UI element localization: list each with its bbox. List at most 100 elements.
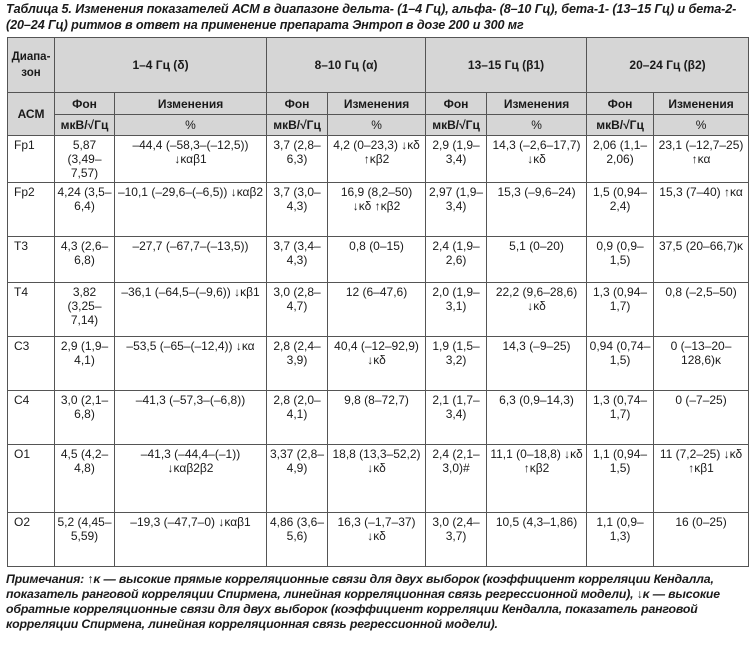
data-cell: 3,0 (2,1–6,8) [54,390,115,445]
data-cell: 4,86 (3,6–5,6) [266,512,329,567]
data-cell: 0,9 (0,9–1,5) [586,236,655,283]
data-cell: 37,5 (20–66,7)κ [653,236,750,283]
table-row: O1 4,5 (4,2–4,8) –41,3 (–44,4–(–1)) ↓καβ… [7,444,750,513]
data-cell: 2,8 (2,0–4,1) [266,390,329,445]
data-cell: 2,06 (1,1–2,06) [586,135,655,183]
data-cell: 1,3 (0,74–1,7) [586,390,655,445]
data-cell: –44,4 (–58,3–(–12,5)) ↓καβ1 [113,135,268,183]
data-cell: 1,1 (0,9–1,3) [586,512,655,567]
data-cell: 16,3 (–1,7–37) ↓κδ [327,512,427,567]
lead-cell: C4 [7,390,55,445]
data-cell: –41,3 (–57,3–(–6,8)) [113,390,268,445]
pct-header: % [486,114,588,136]
data-cell: 1,9 (1,5–3,2) [425,336,488,391]
data-cell: 11,1 (0–18,8) ↓κδ ↑κβ2 [486,444,588,513]
izm-header: Изменения [113,92,268,115]
lead-cell: C3 [7,336,55,391]
band-beta2-header: 20–24 Гц (β2) [586,37,750,93]
data-cell: 2,4 (1,9–2,6) [425,236,488,283]
results-table-wrap: Диа­па­зон 1–4 Гц (δ) 8–10 Гц (α) 13–15 … [7,37,750,567]
asm-header: АСМ [7,92,55,136]
data-cell: 15,3 (7–40) ↑κα [653,182,750,237]
data-cell: 1,5 (0,94–2,4) [586,182,655,237]
data-cell: 23,1 (–12,7–25) ↑κα [653,135,750,183]
table-row: T4 3,82 (3,25–7,14) –36,1 (–64,5–(–9,6))… [7,282,750,337]
data-cell: 6,3 (0,9–14,3) [486,390,588,445]
table-row: Fp2 4,24 (3,5–6,4) –10,1 (–29,6–(–6,5)) … [7,182,750,237]
lead-cell: T4 [7,282,55,337]
band-delta-header: 1–4 Гц (δ) [53,37,268,93]
table-notes: Примечания: ↑κ — высокие прямые корреляц… [6,572,720,631]
data-cell: 2,9 (1,9–3,4) [425,135,488,183]
data-cell: 5,2 (4,45–5,59) [54,512,115,567]
table-row: Fp1 5,87 (3,49–7,57) –44,4 (–58,3–(–12,5… [7,135,750,183]
data-cell: 4,2 (0–23,3) ↓κδ ↑κβ2 [327,135,427,183]
data-cell: 3,37 (2,8–4,9) [266,444,329,513]
unit-header: мкВ/√Гц [266,114,329,136]
data-cell: 0,8 (–2,5–50) [653,282,750,337]
data-cell: –41,3 (–44,4–(–1)) ↓καβ2β2 [113,444,268,513]
data-cell: 3,82 (3,25–7,14) [54,282,115,337]
data-cell: 2,8 (2,4–3,9) [266,336,329,391]
unit-header: мкВ/√Гц [425,114,488,136]
data-cell: 3,0 (2,8–4,7) [266,282,329,337]
data-cell: 15,3 (–9,6–24) [486,182,588,237]
data-cell: 40,4 (–12–92,9) ↓κδ [327,336,427,391]
data-cell: –36,1 (–64,5–(–9,6)) ↓κβ1 [113,282,268,337]
lead-cell: Fp2 [7,182,55,237]
table-caption: Таблица 5. Изменения показателей АСМ в д… [6,2,737,32]
data-cell: 16,9 (8,2–50) ↓κδ ↑κβ2 [327,182,427,237]
lead-cell: O2 [7,512,55,567]
izm-header: Изменения [653,92,750,115]
data-cell: 2,97 (1,9–3,4) [425,182,488,237]
data-cell: 9,8 (8–72,7) [327,390,427,445]
data-cell: 3,7 (2,8–6,3) [266,135,329,183]
data-cell: 3,7 (3,4–4,3) [266,236,329,283]
data-cell: –53,5 (–65–(–12,4)) ↓κα [113,336,268,391]
data-cell: –10,1 (–29,6–(–6,5)) ↓καβ2 [113,182,268,237]
fon-header: Фон [54,92,115,115]
izm-header: Изменения [486,92,588,115]
data-cell: 22,2 (9,6–28,6) ↓κδ [486,282,588,337]
range-header: Диа­па­зон [7,37,55,93]
data-cell: 2,1 (1,7–3,4) [425,390,488,445]
data-cell: 14,3 (–9–25) [486,336,588,391]
data-cell: –19,3 (–47,7–0) ↓καβ1 [113,512,268,567]
data-cell: 0 (–7–25) [653,390,750,445]
data-cell: 1,3 (0,94–1,7) [586,282,655,337]
data-cell: 2,0 (1,9–3,1) [425,282,488,337]
pct-header: % [113,114,268,136]
izm-header: Изменения [327,92,427,115]
data-cell: 4,24 (3,5–6,4) [54,182,115,237]
lead-cell: T3 [7,236,55,283]
data-cell: 2,4 (2,1–3,0)# [425,444,488,513]
data-cell: 3,7 (3,0–4,3) [266,182,329,237]
data-cell: 0 (–13–20–128,6)κ [653,336,750,391]
unit-header: мкВ/√Гц [586,114,655,136]
data-cell: 5,1 (0–20) [486,236,588,283]
data-cell: 0,8 (0–15) [327,236,427,283]
table-row: C3 2,9 (1,9–4,1) –53,5 (–65–(–12,4)) ↓κα… [7,336,750,391]
data-cell: 10,5 (4,3–1,86) [486,512,588,567]
pct-header: % [327,114,427,136]
fon-header: Фон [586,92,655,115]
data-cell: 11 (7,2–25) ↓κδ ↑κβ1 [653,444,750,513]
data-cell: 0,94 (0,74–1,5) [586,336,655,391]
unit-header: мкВ/√Гц [54,114,115,136]
table-row: C4 3,0 (2,1–6,8) –41,3 (–57,3–(–6,8)) 2,… [7,390,750,445]
data-cell: –27,7 (–67,7–(–13,5)) [113,236,268,283]
fon-header: Фон [266,92,329,115]
lead-cell: Fp1 [7,135,55,183]
data-cell: 3,0 (2,4–3,7) [425,512,488,567]
results-table: Диа­па­зон 1–4 Гц (δ) 8–10 Гц (α) 13–15 … [7,37,750,567]
fon-header: Фон [425,92,488,115]
data-cell: 2,9 (1,9–4,1) [54,336,115,391]
data-cell: 16 (0–25) [653,512,750,567]
data-cell: 18,8 (13,3–52,2) ↓κδ [327,444,427,513]
data-cell: 4,3 (2,6–6,8) [54,236,115,283]
table-row: O2 5,2 (4,45–5,59) –19,3 (–47,7–0) ↓καβ1… [7,512,750,567]
data-cell: 14,3 (–2,6–17,7) ↓κδ [486,135,588,183]
table-row: T3 4,3 (2,6–6,8) –27,7 (–67,7–(–13,5)) 3… [7,236,750,283]
lead-cell: O1 [7,444,55,513]
data-cell: 4,5 (4,2–4,8) [54,444,115,513]
